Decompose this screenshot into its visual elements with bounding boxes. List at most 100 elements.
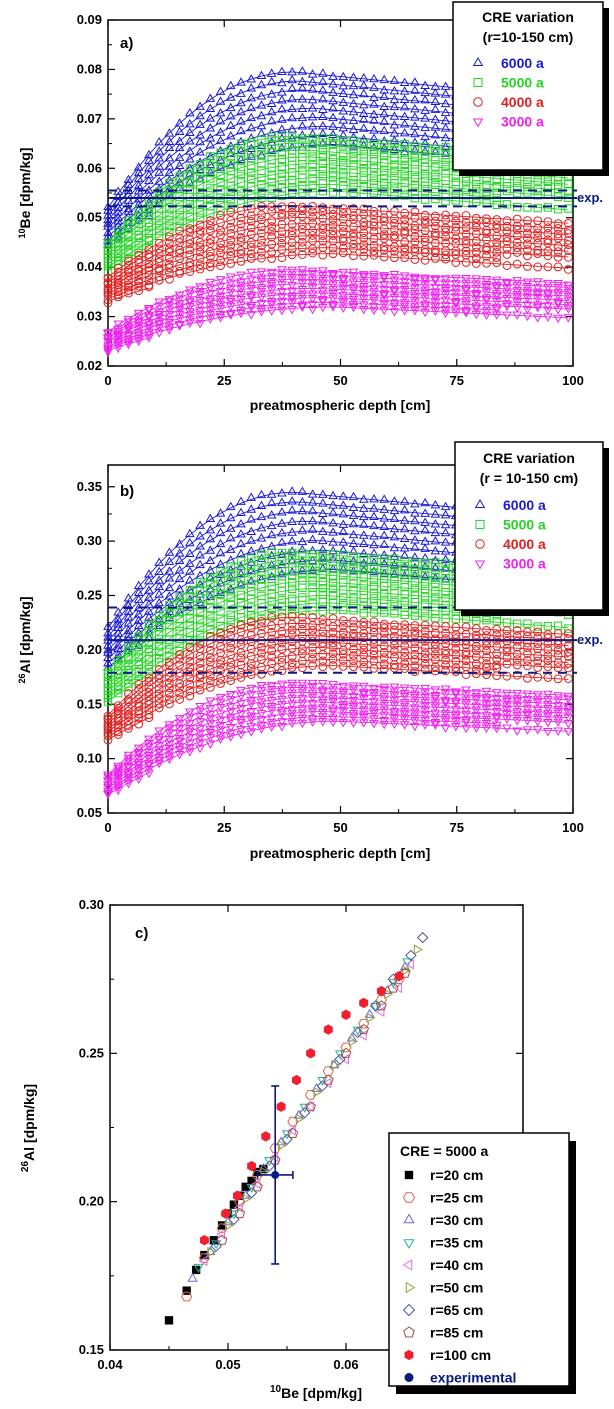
point-r-85-cm	[217, 1235, 227, 1244]
a-circle-mark	[544, 247, 552, 255]
a-triangle-up-mark	[350, 82, 358, 89]
a-triangle-up-mark	[370, 83, 378, 90]
a-square-mark	[524, 178, 531, 185]
b-triangle-up-mark	[360, 540, 368, 547]
a-circle-mark	[411, 256, 419, 264]
b-circle-mark	[329, 615, 337, 623]
legend-label: 3000 a	[503, 556, 546, 572]
a-triangle-up-mark	[329, 97, 337, 104]
y-tick-label: 0.02	[77, 358, 102, 373]
b-circle-mark	[278, 645, 286, 653]
b-square-mark	[288, 579, 295, 586]
y-axis-title-a-sup: 10	[17, 228, 27, 238]
a-circle-mark	[247, 239, 255, 247]
b-triangle-down-mark	[370, 721, 378, 728]
legend-label: r=65 cm	[430, 1302, 483, 1318]
b-triangle-up-mark	[390, 533, 398, 540]
b-square-mark	[401, 576, 408, 583]
a-circle-mark	[227, 208, 235, 216]
b-triangle-up-mark	[329, 519, 337, 526]
y-tick-label: 0.07	[77, 111, 102, 126]
b-circle-mark	[524, 674, 532, 682]
a-triangle-up-mark	[165, 169, 173, 176]
a-circle-mark	[298, 221, 306, 229]
point-r-100-cm	[292, 1075, 300, 1084]
a-triangle-up-mark	[319, 113, 327, 120]
a-triangle-down-mark	[483, 276, 491, 283]
b-square-mark	[319, 598, 326, 605]
legend-label: 4000 a	[501, 94, 544, 110]
b-triangle-up-mark	[431, 510, 439, 517]
a-triangle-down-mark	[401, 273, 409, 280]
legend-a: CRE variation (r=10-150 cm) 6000 a5000 a…	[453, 2, 609, 176]
b-triangle-up-mark	[176, 566, 184, 573]
x-axis-title-c-main: Be [dpm/kg]	[281, 1385, 362, 1401]
a-triangle-up-mark	[278, 68, 286, 75]
b-square-mark	[309, 591, 316, 598]
a-circle-mark	[247, 255, 255, 263]
b-circle-mark	[431, 640, 439, 648]
b-triangle-down-mark	[523, 727, 531, 734]
legend-label-experimental: experimental	[430, 1370, 516, 1386]
point-r-100-cm	[360, 998, 368, 1007]
b-square-mark	[360, 610, 367, 617]
legend-b: CRE variation (r = 10-150 cm) 6000 a5000…	[455, 442, 609, 616]
a-square-mark	[411, 174, 418, 181]
b-square-mark	[350, 595, 357, 602]
a-triangle-down-mark	[534, 315, 542, 322]
a-triangle-up-mark	[309, 113, 317, 120]
b-triangle-down-mark	[298, 680, 306, 687]
experimental-label: exp.	[577, 632, 603, 647]
a-square-mark	[340, 151, 347, 158]
a-triangle-up-mark	[411, 139, 419, 146]
a-triangle-up-mark	[370, 75, 378, 82]
a-triangle-up-mark	[237, 108, 245, 115]
b-triangle-up-mark	[319, 490, 327, 497]
a-circle-mark	[524, 263, 532, 271]
b-square-mark	[391, 589, 398, 596]
b-triangle-up-mark	[339, 501, 347, 508]
b-circle-mark	[288, 663, 296, 671]
x-axis-title-c: 10Be [dpm/kg]	[270, 1384, 362, 1401]
y-tick-label: 0.15	[79, 1342, 104, 1357]
a-square-mark	[196, 182, 203, 189]
x-tick-label: 0.04	[97, 1357, 123, 1372]
b-triangle-up-mark	[186, 550, 194, 557]
a-triangle-up-mark	[298, 114, 306, 121]
a-circle-mark	[554, 220, 562, 228]
a-circle-mark	[421, 256, 429, 264]
y-tick-label: 0.35	[77, 479, 102, 494]
legend-label: 6000 a	[501, 55, 544, 71]
y-tick-label: 0.10	[77, 751, 102, 766]
a-square-mark	[258, 167, 265, 174]
legend-label: r=40 cm	[430, 1257, 483, 1273]
a-circle-mark	[360, 210, 368, 218]
legend-title-b-line2: (r = 10-150 cm)	[480, 470, 578, 486]
x-tick-label: 0.06	[333, 1357, 358, 1372]
b-circle-mark	[155, 704, 163, 712]
b-triangle-up-mark	[288, 487, 296, 494]
x-tick-label: 0	[104, 820, 111, 835]
b-triangle-up-mark	[370, 504, 378, 511]
a-square-mark	[534, 177, 541, 184]
y-axis-title-b: 26Al [dpm/kg]	[17, 596, 33, 683]
panel-a: 0 25 50 75 1000.020.030.040.050.060.070.080.…	[17, 2, 609, 413]
b-triangle-up-mark	[442, 529, 450, 536]
x-tick-label: 0	[104, 373, 111, 388]
a-square-mark	[319, 180, 326, 187]
y-tick-label: 0.04	[77, 259, 103, 274]
b-square-mark	[421, 580, 428, 587]
a-triangle-down-mark	[319, 273, 327, 280]
legend-title-c: CRE = 5000 a	[400, 1143, 489, 1159]
legend-label: r=20 cm	[430, 1167, 483, 1183]
point-r-100-cm	[200, 1236, 208, 1245]
a-circle-mark	[483, 236, 491, 244]
a-triangle-down-mark	[401, 308, 409, 315]
a-circle-mark	[554, 253, 562, 261]
legend-label: r=100 cm	[430, 1347, 491, 1363]
b-circle-mark	[370, 657, 378, 665]
point-r-100-cm	[222, 1209, 230, 1218]
a-triangle-up-mark	[268, 69, 276, 76]
x-axis-title-c-sup: 10	[270, 1384, 282, 1395]
a-square-mark	[462, 199, 469, 206]
